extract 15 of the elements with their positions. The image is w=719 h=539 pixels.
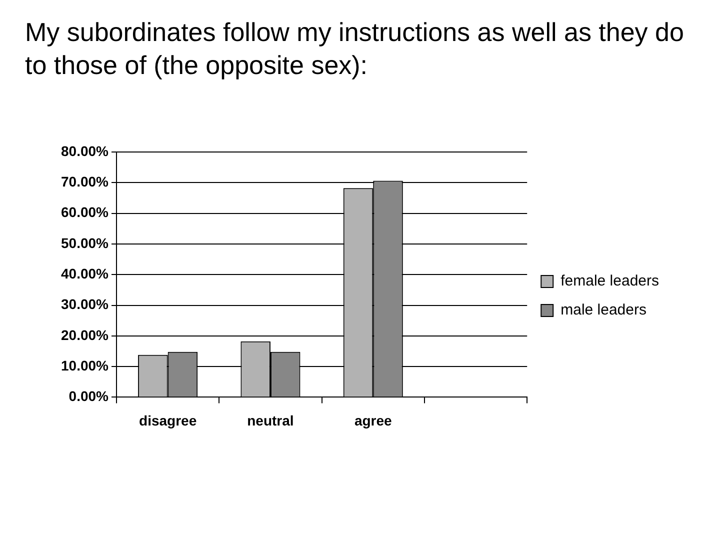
chart-title: My subordinates follow my instructions as well as they do to those of (the opposite sex): xyxy=(25,16,685,82)
y-tick-label: 40.00% xyxy=(61,265,110,282)
y-tick-label: 50.00% xyxy=(61,234,110,251)
x-tick-label: disagree xyxy=(139,412,197,428)
y-tick-label: 30.00% xyxy=(61,296,110,312)
y-tick-label: 70.00% xyxy=(61,174,110,190)
y-tick-label: 60.00% xyxy=(61,204,110,220)
legend-label: female leaders xyxy=(560,272,660,290)
y-tick-label: 20.00% xyxy=(61,326,110,343)
y-tick-label: 80.00% xyxy=(61,142,110,159)
y-tick-label: 0.00% xyxy=(68,388,110,404)
x-tick-label: neutral xyxy=(247,412,294,428)
x-tick-label: agree xyxy=(354,412,392,428)
y-tick-label: 10.00% xyxy=(61,357,110,374)
legend-label: male leaders xyxy=(560,302,647,319)
